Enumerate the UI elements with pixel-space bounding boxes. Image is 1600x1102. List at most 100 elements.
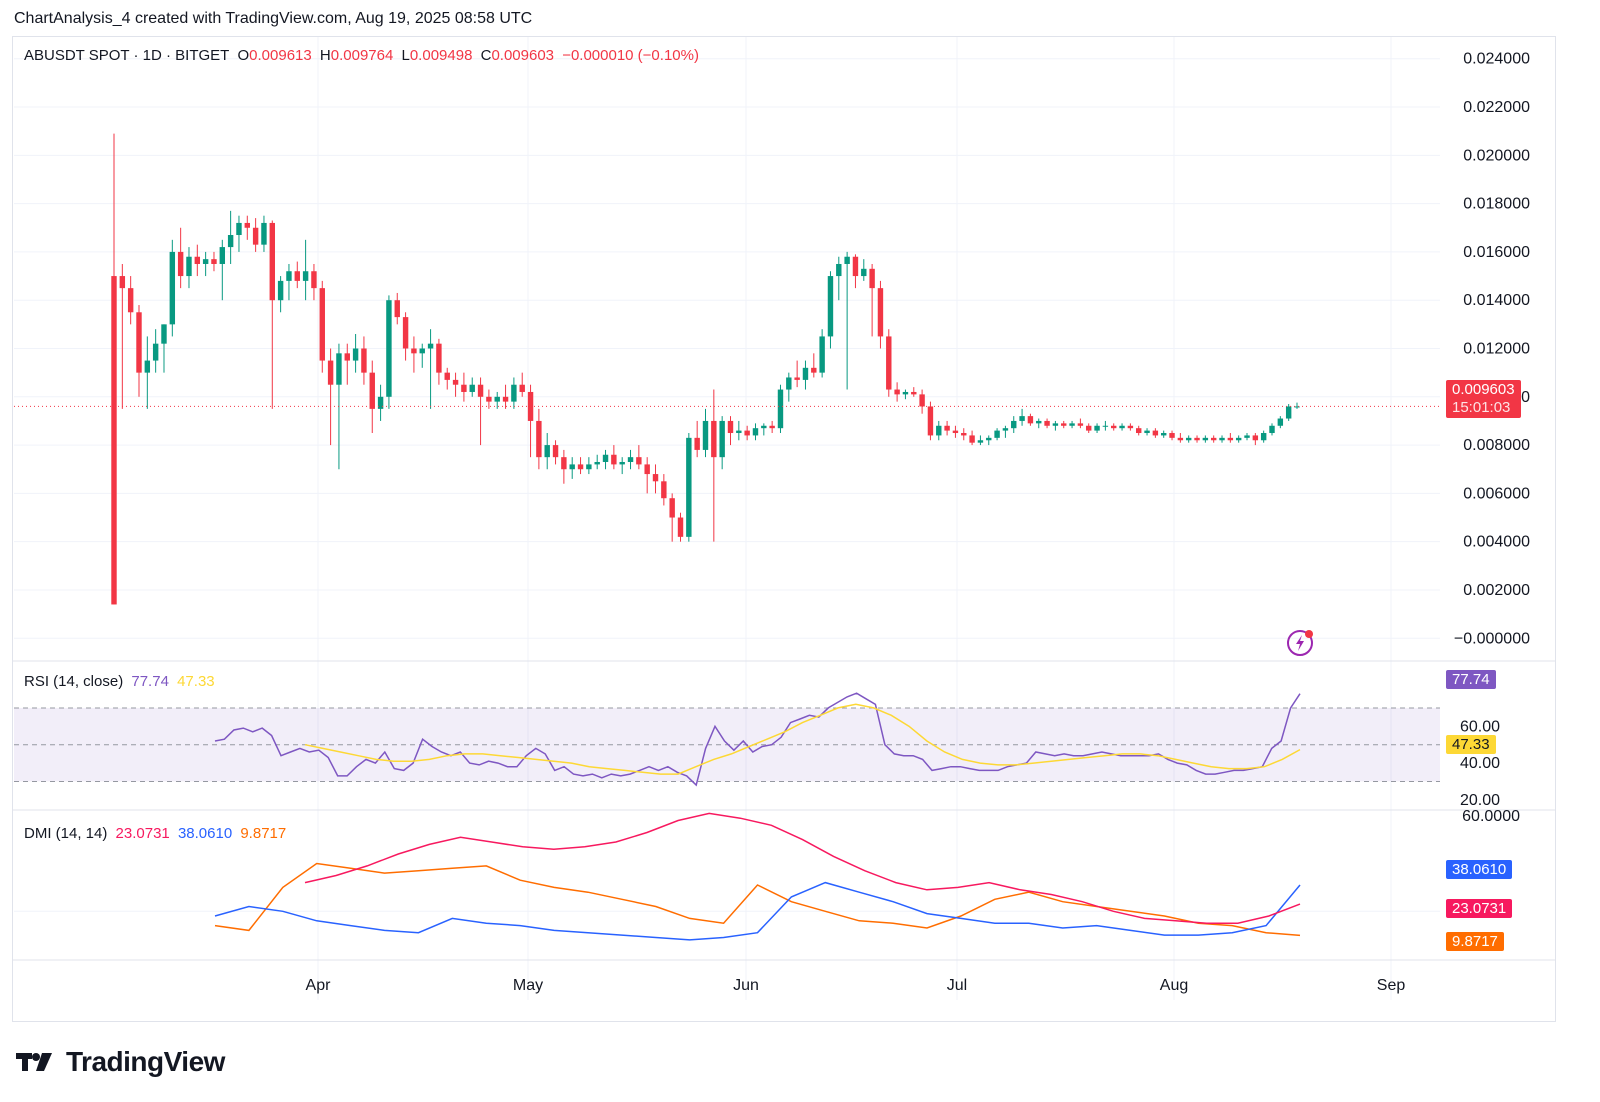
candle-body xyxy=(827,276,834,337)
dmi-label[interactable]: DMI (14, 14) xyxy=(24,825,108,842)
candle-body xyxy=(1227,437,1234,441)
price-tick-label: 0.022000 xyxy=(1463,99,1530,116)
candle-body xyxy=(902,391,909,395)
symbol-label[interactable]: ABUSDT SPOT · 1D · BITGET xyxy=(24,47,230,64)
candle-body xyxy=(852,256,859,277)
close-label: C xyxy=(480,47,492,64)
candle-body xyxy=(1194,437,1200,441)
candle-body xyxy=(836,263,842,277)
candle-body xyxy=(994,430,1000,438)
price-tick-label: 0.020000 xyxy=(1463,147,1530,164)
candle-body xyxy=(794,377,800,380)
grid-lines xyxy=(12,37,1556,1000)
price-tick-label: 0.024000 xyxy=(1463,51,1530,68)
candle-body xyxy=(1185,437,1192,441)
rsi-line xyxy=(214,692,1301,787)
candle-body xyxy=(644,464,650,475)
rsi-ma-value-tag: 47.33 xyxy=(1446,735,1496,754)
candle-body xyxy=(544,445,550,458)
rsi-ma-value: 47.33 xyxy=(177,673,215,690)
price-tick-label: 0.018000 xyxy=(1463,196,1530,213)
candle-body xyxy=(352,348,359,361)
candle-body xyxy=(1260,433,1267,441)
minus-di-tag: 38.0610 xyxy=(1446,860,1513,879)
candle-body xyxy=(177,251,184,277)
candle-body xyxy=(536,420,542,458)
candle-body xyxy=(319,288,325,361)
candle-body xyxy=(452,379,459,385)
candle-body xyxy=(244,222,251,228)
candle-body xyxy=(927,406,934,436)
candle-body xyxy=(744,430,750,436)
candle-body xyxy=(886,336,892,390)
lightning-icon[interactable] xyxy=(1286,628,1316,658)
candle-body xyxy=(636,457,642,465)
candle-body xyxy=(769,425,775,429)
time-tick-label: Jul xyxy=(947,977,967,994)
rsi-pane: 60.00 40.00 20.00 xyxy=(14,692,1500,809)
rsi-label[interactable]: RSI (14, close) xyxy=(24,673,124,690)
candle-body xyxy=(786,377,792,390)
candle-body xyxy=(169,251,176,325)
candle-body xyxy=(444,372,450,380)
candle-body xyxy=(919,394,925,407)
candle-body xyxy=(736,430,742,434)
candle-body xyxy=(1244,435,1250,438)
candle-body xyxy=(1294,406,1300,408)
candle-body xyxy=(436,343,442,373)
candle-body xyxy=(194,256,201,264)
chart-frame[interactable] xyxy=(12,36,1556,1022)
candle-body xyxy=(144,360,151,373)
candle-body xyxy=(277,280,284,301)
candle-body xyxy=(152,343,159,361)
candle-body xyxy=(669,498,675,518)
candle-body xyxy=(569,464,575,470)
candle-body xyxy=(661,481,667,499)
high-value: 0.009764 xyxy=(330,47,394,64)
candle-body xyxy=(1036,420,1042,424)
candle-body xyxy=(861,268,867,277)
candle-body xyxy=(269,222,275,301)
candle-body xyxy=(894,389,900,395)
price-tick-label: 0.004000 xyxy=(1463,534,1530,551)
candle-body xyxy=(911,391,917,395)
rsi-tick-label: 40.00 xyxy=(1460,755,1500,772)
candle-body xyxy=(761,425,767,429)
chart-header: ChartAnalysis_4 created with TradingView… xyxy=(14,10,533,27)
plus-di-line xyxy=(304,812,1301,924)
dmi-legend: DMI (14, 14) 23.0731 38.0610 9.8717 xyxy=(24,825,290,842)
candle-body xyxy=(469,384,475,392)
candle-body xyxy=(1202,437,1209,441)
tradingview-logo[interactable]: TradingView xyxy=(16,1046,225,1078)
candle-body xyxy=(461,384,467,392)
candle-body xyxy=(286,271,292,281)
candle-body xyxy=(1052,423,1059,426)
candle-body xyxy=(777,389,784,429)
candle-body xyxy=(411,348,417,354)
candle-body xyxy=(802,367,809,380)
candle-body xyxy=(711,420,717,458)
candle-body xyxy=(1077,423,1084,426)
candle-body xyxy=(369,372,375,409)
candle-body xyxy=(694,437,700,450)
candlestick-series xyxy=(14,133,1440,605)
candle-body xyxy=(1252,435,1259,441)
price-tick-label: 0.006000 xyxy=(1463,485,1530,502)
minus-di-line xyxy=(214,881,1301,941)
price-tick-label: 0.016000 xyxy=(1463,244,1530,261)
time-tick-label: Jun xyxy=(733,977,759,994)
rsi-value-tag: 77.74 xyxy=(1446,670,1496,689)
ohlc-legend: ABUSDT SPOT · 1D · BITGET O0.009613 H0.0… xyxy=(24,47,703,64)
candle-body xyxy=(136,312,142,373)
bar-countdown: 15:01:03 xyxy=(1452,399,1511,416)
candle-body xyxy=(752,428,759,436)
candle-body xyxy=(1136,428,1142,434)
last-price-tag: 0.009603 15:01:03 xyxy=(1446,380,1521,418)
candle-body xyxy=(202,259,209,264)
candle-body xyxy=(1219,437,1225,441)
candle-body xyxy=(486,396,492,402)
candle-body xyxy=(302,271,309,281)
candle-body xyxy=(1235,437,1242,441)
candle-body xyxy=(227,235,234,248)
